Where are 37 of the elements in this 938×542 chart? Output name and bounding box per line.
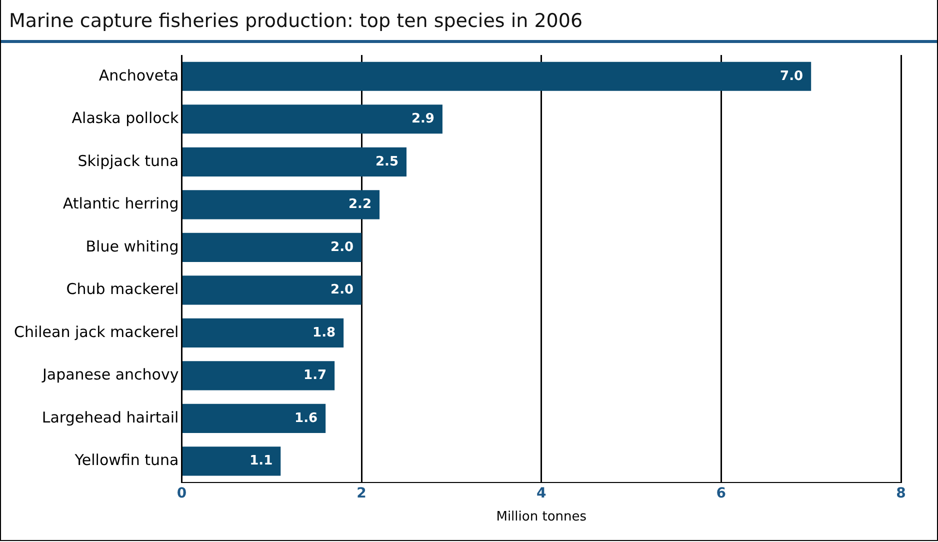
y-tick-label: Blue whiting	[86, 237, 179, 256]
data-label: 2.5	[375, 154, 399, 170]
y-tick-label: Largehead hairtail	[42, 408, 179, 426]
bar	[182, 104, 442, 134]
y-tick-label: Japanese anchovy	[41, 366, 179, 384]
data-label: 2.0	[330, 282, 354, 298]
bar	[182, 446, 281, 476]
x-axis-title: Million tonnes	[496, 510, 587, 525]
data-label: 2.0	[330, 240, 354, 255]
x-tick-label: 2	[356, 486, 366, 502]
chart-title: Marine capture fisheries production: top ten species in 2006	[1, 0, 937, 43]
data-label: 2.9	[411, 112, 434, 127]
data-label: 1.6	[294, 410, 318, 426]
bar	[182, 318, 344, 348]
data-label: 2.2	[348, 197, 372, 212]
x-tick-label: 0	[176, 486, 187, 502]
y-tick-label: Atlantic herring	[62, 194, 179, 213]
y-tick-label: Anchoveta	[98, 66, 179, 84]
data-label: 7.0	[780, 68, 804, 84]
bar	[182, 62, 812, 91]
y-tick-label: Skipjack tuna	[78, 152, 179, 170]
bar	[182, 147, 407, 176]
data-label: 1.1	[250, 454, 273, 469]
bar	[182, 190, 380, 220]
data-label: 1.8	[312, 325, 336, 340]
bar	[182, 361, 335, 390]
y-tick-label: Chilean jack mackerel	[14, 322, 179, 341]
x-tick-label: 6	[716, 486, 726, 502]
x-tick-label: 4	[536, 486, 546, 502]
data-label: 1.7	[304, 368, 327, 384]
bar	[182, 404, 326, 433]
bar	[182, 232, 362, 262]
y-tick-label: Alaska pollock	[72, 109, 180, 128]
x-tick-label: 8	[896, 486, 906, 502]
bar	[182, 276, 362, 305]
y-tick-label: Chub mackerel	[66, 280, 179, 298]
y-tick-label: Yellowfin tuna	[74, 451, 179, 470]
